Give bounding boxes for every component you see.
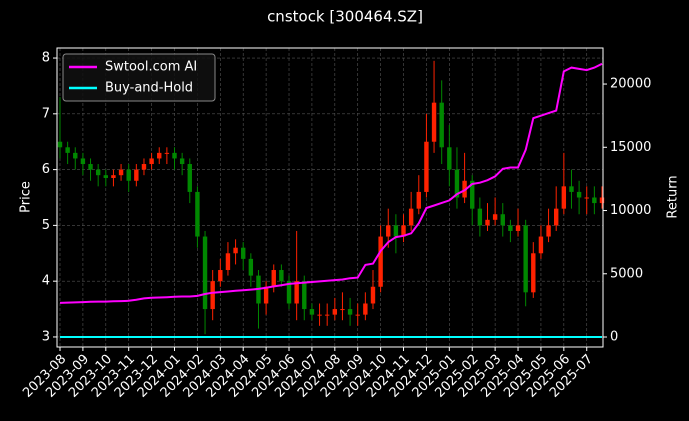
chart-title: cnstock [300464.SZ] [267, 8, 423, 26]
candle-body [157, 152, 162, 159]
candle-body [134, 169, 139, 181]
candle-body [477, 208, 483, 226]
candle-body [179, 158, 185, 165]
y2-tick-label: 0 [610, 330, 618, 345]
candle-body [355, 314, 360, 316]
candle-body [210, 281, 215, 310]
candle-body [553, 208, 559, 226]
candle-body [408, 208, 414, 226]
candle-body [500, 214, 505, 226]
candle-body [218, 270, 223, 282]
candle-body [309, 309, 315, 315]
candle-body [233, 247, 238, 254]
y2-tick-label: 10000 [610, 203, 651, 218]
candle-body [431, 102, 437, 142]
candle-body [80, 158, 86, 165]
candle-body [378, 236, 383, 287]
candle-body [195, 191, 200, 237]
candle-body [248, 258, 254, 276]
y-tick-label: 8 [42, 51, 50, 66]
candle-body [126, 169, 131, 181]
candle-body [363, 303, 368, 315]
candle-body [370, 286, 376, 304]
candle-body [302, 281, 307, 310]
legend-box [62, 53, 216, 102]
candle-body [65, 147, 70, 153]
candle-body [73, 152, 78, 159]
y-tick-label: 6 [42, 162, 50, 177]
candle-body [141, 164, 147, 170]
candle-body [538, 236, 544, 254]
legend-label: Buy-and-Hold [105, 81, 193, 96]
candle-body [202, 236, 208, 310]
candle-body [263, 286, 269, 304]
candle-body [317, 314, 322, 316]
candle-body [347, 309, 353, 315]
candle-body [439, 102, 444, 148]
candle-body [401, 225, 406, 237]
candle-body [286, 281, 292, 304]
candle-body [172, 152, 177, 159]
candle-body [187, 164, 192, 192]
candle-body [470, 180, 475, 209]
candle-body [592, 197, 597, 204]
candle-body [492, 214, 498, 220]
y2-tick-label: 5000 [610, 266, 643, 281]
candle-body [508, 225, 513, 231]
candle-body [447, 147, 452, 170]
candle-body [294, 281, 299, 304]
y-tick-label: 7 [42, 106, 50, 121]
y-tick-label: 3 [42, 329, 50, 344]
candle-body [340, 309, 345, 311]
candle-body [57, 141, 63, 148]
candle-body [424, 141, 429, 192]
candle-body [386, 225, 391, 237]
line-series [59, 62, 603, 304]
candle-body [111, 175, 116, 178]
candle-body [95, 169, 101, 176]
candle-body [324, 314, 330, 316]
candle-body [599, 197, 605, 204]
candle-body [485, 219, 490, 226]
y-axis-label: Price [19, 181, 34, 213]
candle-body [569, 186, 574, 192]
y-tick-label: 5 [42, 218, 50, 233]
y2-tick-label: 15000 [610, 140, 651, 155]
candle-body [118, 169, 124, 176]
candle-body [103, 175, 109, 178]
candle-body [164, 152, 170, 154]
candle-body [225, 253, 231, 271]
candle-body [271, 270, 276, 287]
candle-body [149, 158, 154, 165]
candle-body [88, 164, 93, 170]
candle-body [546, 225, 551, 237]
candle-body [576, 191, 582, 198]
y2-tick-label: 20000 [610, 77, 651, 92]
candle-body [416, 191, 421, 209]
plot-frame [56, 47, 604, 348]
candle-body [332, 309, 338, 315]
candle-body [515, 225, 521, 231]
candle-body [523, 225, 528, 293]
candle-body [584, 197, 589, 199]
candle-body [393, 225, 399, 237]
candle-body [531, 253, 536, 293]
legend-label: Swtool.com AI [105, 60, 197, 75]
candle-body [279, 270, 284, 282]
y-tick-label: 4 [42, 274, 50, 289]
candle-body [454, 169, 460, 198]
y2-axis-label: Return [666, 175, 681, 218]
candle-body [241, 247, 246, 259]
candle-body [561, 186, 567, 209]
